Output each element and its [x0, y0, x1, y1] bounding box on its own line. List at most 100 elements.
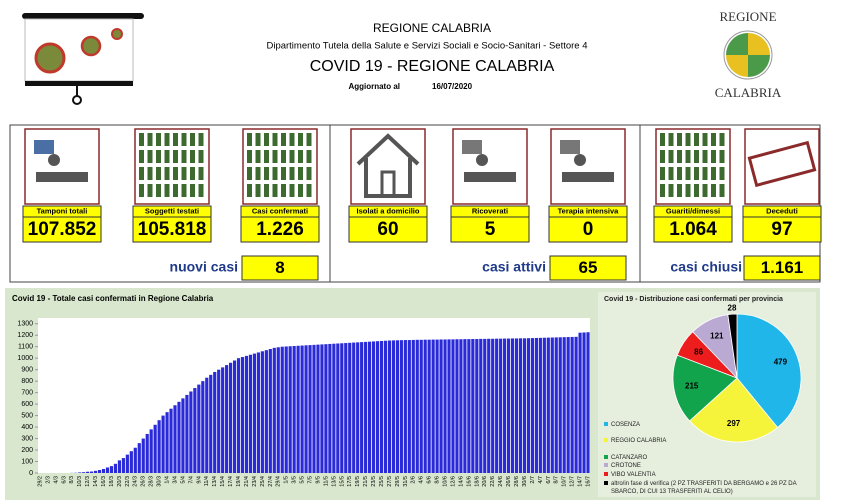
data-label: 479: [774, 358, 788, 367]
bar: [169, 408, 173, 473]
stat-label: Ricoverati: [472, 206, 508, 215]
stat-value-box: [742, 216, 822, 243]
bar: [534, 337, 538, 473]
stat-label: Guariti/dimessi: [666, 206, 720, 215]
y-tick-label: 1100: [18, 344, 33, 351]
summary-value-box: [241, 255, 319, 281]
bar: [419, 339, 423, 473]
bar: [566, 337, 570, 473]
icon-figure: [306, 184, 312, 197]
bar: [530, 338, 535, 473]
icon-door: [380, 170, 396, 198]
stat-value: 0: [583, 219, 594, 240]
x-tick-label: 8/3: [69, 476, 75, 484]
x-tick-label: 14/7: [578, 476, 584, 487]
icon-figure: [247, 167, 252, 180]
icon-figure: [190, 167, 195, 180]
x-tick-label: 26/6: [506, 476, 512, 487]
legend-entry: REGGIO CALABRIA: [611, 438, 667, 444]
virus: [111, 28, 123, 40]
bar: [205, 377, 209, 473]
x-tick-label: 30/6: [522, 476, 528, 487]
bar: [292, 346, 296, 473]
bar: [189, 391, 193, 473]
banner-bar: [22, 13, 144, 19]
bar: [328, 343, 332, 473]
icon-figure: [298, 150, 303, 163]
legend-entry: COSENZA: [611, 422, 641, 428]
icon-figure: [281, 184, 286, 197]
bar: [145, 433, 149, 473]
icon-figure: [711, 133, 716, 146]
icon-figure: [264, 150, 269, 163]
bar: [181, 398, 185, 473]
bar: [236, 358, 241, 473]
x-tick-label: 29/2: [37, 476, 43, 487]
data-label: 86: [694, 348, 703, 357]
headline: COVID 19 - REGIONE CALABRIA: [310, 58, 555, 75]
bar: [240, 357, 245, 473]
stat-value: 60: [377, 219, 398, 240]
bar: [157, 420, 161, 473]
x-tick-label: 21/5: [363, 476, 369, 487]
y-tick-label: 0: [29, 470, 33, 477]
icon-figure: [272, 150, 278, 163]
x-tick-label: 29/5: [395, 476, 401, 487]
bar: [499, 338, 503, 473]
bar: [229, 362, 233, 473]
icon-figure: [247, 133, 252, 146]
icon-figure: [677, 167, 682, 180]
x-tick-label: 1/5: [284, 476, 290, 484]
icon-figure: [247, 150, 252, 163]
chart-title: Covid 19 - Totale casi confermati in Reg…: [12, 294, 214, 303]
x-tick-label: 7/5: [307, 476, 313, 484]
x-tick-label: 8/6: [435, 476, 441, 484]
bar: [336, 343, 340, 473]
icon-figure: [264, 133, 269, 146]
bar: [411, 339, 415, 473]
stat-value-box: [653, 216, 733, 243]
bar: [415, 339, 419, 473]
bar: [113, 463, 118, 473]
icon-figure: [298, 184, 303, 197]
stat-value-box: [240, 216, 320, 243]
icon-frame: [350, 128, 426, 205]
y-tick-label: 200: [21, 447, 33, 454]
icon-figure: [198, 167, 204, 180]
icon-figure: [289, 150, 295, 163]
x-tick-label: 15/5: [339, 476, 345, 487]
bar: [280, 346, 284, 473]
virus: [34, 42, 66, 74]
icon-figure: [306, 133, 312, 146]
bar: [129, 451, 133, 473]
stat-value-box: [348, 216, 428, 243]
chart-title: Covid 19 - Distribuzione casi confermati…: [604, 296, 783, 303]
icon-figure: [264, 167, 269, 180]
icon-figure: [147, 150, 153, 163]
region-title: REGIONE CALABRIA: [373, 21, 491, 35]
icon-figure: [694, 133, 699, 146]
bar: [288, 346, 292, 473]
data-label: 28: [728, 303, 737, 312]
icon-bed: [562, 172, 614, 182]
icon-figure: [711, 150, 716, 163]
bar: [514, 338, 519, 473]
bar: [141, 438, 145, 473]
icon-figure: [173, 133, 178, 146]
x-tick-label: 12/3: [85, 476, 91, 487]
x-tick-label: 18/6: [474, 476, 480, 487]
legend-swatch: [604, 463, 608, 467]
icon-figure: [306, 167, 312, 180]
logo-top: REGIONE: [719, 9, 776, 24]
bar: [582, 332, 586, 473]
x-tick-label: 11/5: [323, 476, 329, 486]
icon-figure: [702, 133, 708, 146]
bar: [165, 412, 169, 473]
icon-figure: [711, 167, 716, 180]
bar: [197, 384, 201, 473]
y-tick-label: 600: [21, 401, 33, 408]
pie-slice: [688, 377, 779, 443]
bar: [193, 388, 197, 473]
bar: [407, 340, 411, 473]
icon-figure: [164, 184, 170, 197]
